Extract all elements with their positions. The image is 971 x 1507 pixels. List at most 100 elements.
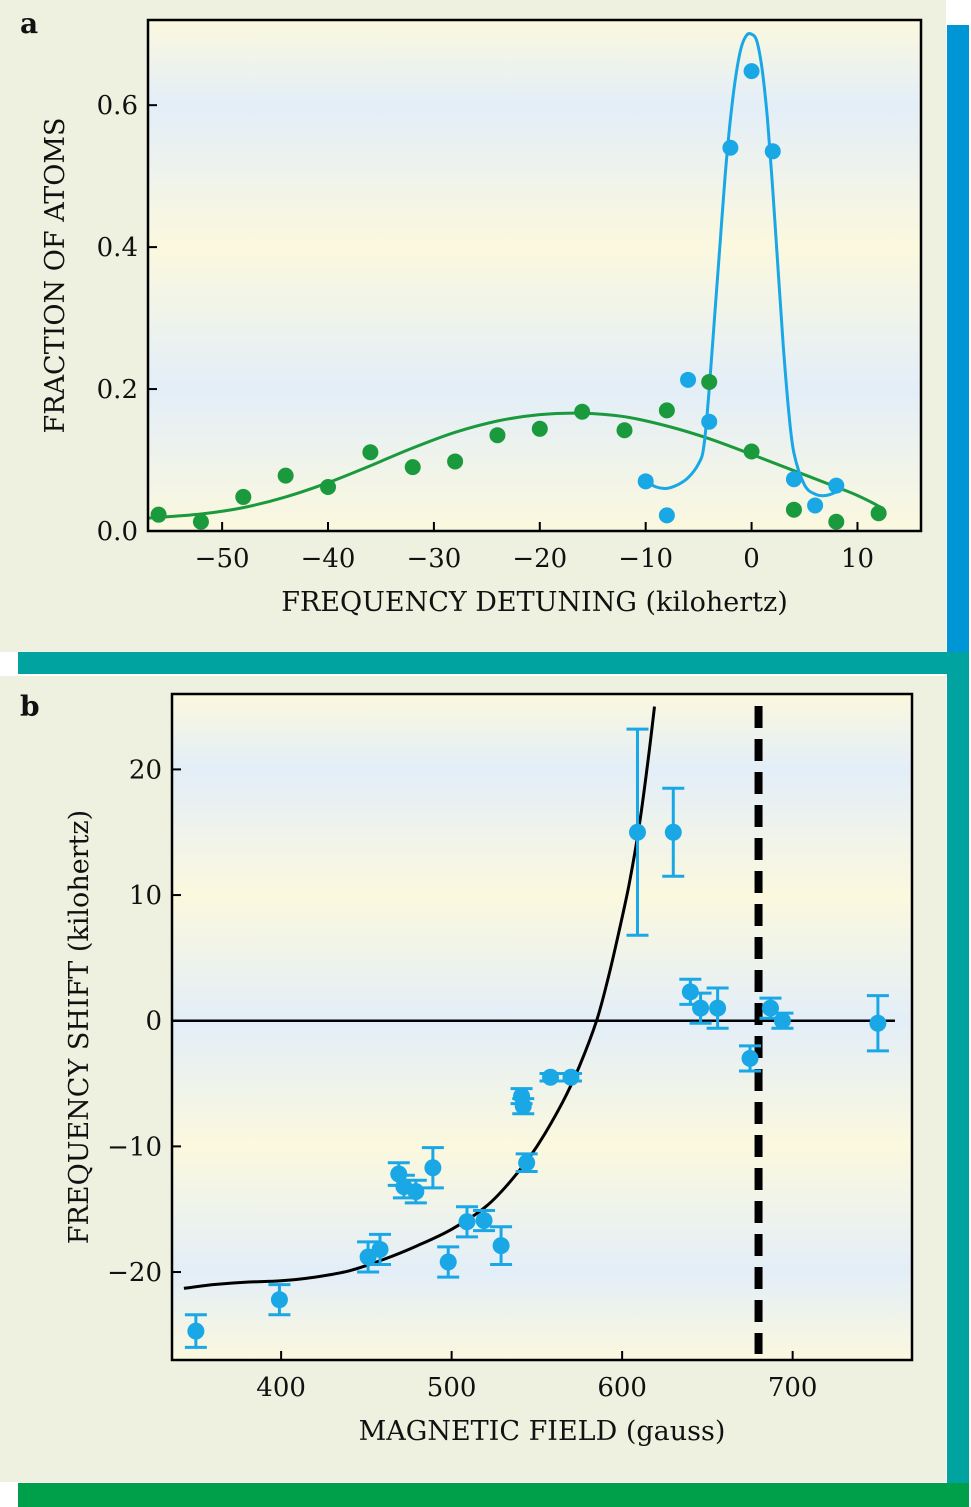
blue-data-point bbox=[741, 1049, 759, 1067]
data-point-with-error-bar bbox=[739, 1044, 762, 1073]
frame-bar-bottom bbox=[18, 1483, 969, 1507]
green-data-point bbox=[447, 453, 464, 470]
blue-data-point bbox=[807, 497, 824, 514]
data-point-with-error-bar bbox=[689, 991, 712, 1025]
blue-data-point bbox=[542, 1068, 560, 1086]
black-fit-curve bbox=[183, 706, 656, 1290]
chart-a-plot-frame bbox=[146, 18, 923, 533]
data-point-with-error-bar bbox=[421, 1146, 444, 1190]
y-tick-label: −20 bbox=[107, 1258, 162, 1288]
y-tick-label: 0.4 bbox=[97, 233, 138, 263]
chart-b-plot-frame bbox=[170, 692, 914, 1362]
chart-a-bands bbox=[148, 20, 921, 531]
blue-data-point bbox=[773, 1012, 791, 1030]
green-data-point bbox=[574, 403, 591, 420]
green-data-point bbox=[616, 422, 633, 439]
blue-data-point bbox=[514, 1097, 532, 1115]
y-tick-label: 20 bbox=[129, 755, 162, 785]
background-band bbox=[172, 895, 912, 1021]
chart-b: 400 500 600 700 −20 −10 0 10 20 MAGNETIC FIELD (… bbox=[64, 692, 914, 1447]
data-point-with-error-bar bbox=[866, 994, 889, 1053]
blue-data-point bbox=[371, 1240, 389, 1258]
blue-data-point bbox=[439, 1253, 457, 1271]
green-data-point bbox=[785, 501, 802, 518]
x-tick-label: 700 bbox=[768, 1373, 818, 1403]
blue-data-point bbox=[743, 63, 760, 80]
y-tick-label: 10 bbox=[129, 881, 162, 911]
green-data-point bbox=[192, 513, 209, 530]
blue-data-point bbox=[692, 999, 710, 1017]
chart-b-points bbox=[184, 727, 889, 1349]
chart-a: −50 −40 −30 −20 −10 0 10 0.0 0.2 0.4 0.6 FREQUENCY… bbox=[40, 18, 923, 618]
blue-data-point bbox=[475, 1212, 493, 1230]
blue-data-point bbox=[628, 823, 646, 841]
x-tick-label: −50 bbox=[195, 544, 250, 574]
blue-data-point bbox=[637, 473, 654, 490]
x-tick-label: −20 bbox=[512, 544, 567, 574]
blue-data-point bbox=[709, 999, 727, 1017]
chart-b-ticks: 400 500 600 700 −20 −10 0 10 20 bbox=[107, 755, 817, 1403]
panel-b-label: b bbox=[20, 690, 40, 723]
blue-data-point bbox=[518, 1154, 536, 1172]
green-data-point bbox=[150, 506, 167, 523]
green-data-point bbox=[870, 505, 887, 522]
data-point-with-error-bar bbox=[268, 1283, 291, 1317]
frame-bar-right-top bbox=[947, 25, 969, 670]
blue-fit-curve bbox=[644, 32, 837, 498]
y-tick-label: 0.2 bbox=[97, 375, 138, 405]
data-point-with-error-bar bbox=[771, 1011, 794, 1030]
x-tick-label: −30 bbox=[406, 544, 461, 574]
chart-a-x-axis-title: FREQUENCY DETUNING (kilohertz) bbox=[281, 587, 788, 618]
green-data-point bbox=[701, 373, 718, 390]
blue-data-point bbox=[562, 1068, 580, 1086]
data-point-with-error-bar bbox=[515, 1152, 538, 1174]
x-tick-label: 0 bbox=[743, 544, 760, 574]
data-point-with-error-bar bbox=[626, 727, 649, 937]
blue-data-point bbox=[869, 1014, 887, 1032]
data-point-with-error-bar bbox=[490, 1225, 513, 1266]
data-point-with-error-bar bbox=[539, 1068, 562, 1086]
background-band bbox=[172, 694, 912, 770]
green-data-point bbox=[743, 443, 760, 460]
data-point-with-error-bar bbox=[512, 1097, 535, 1116]
blue-data-point bbox=[187, 1322, 205, 1340]
green-data-point bbox=[362, 444, 379, 461]
background-band bbox=[172, 769, 912, 896]
green-data-point bbox=[404, 459, 421, 476]
blue-data-point bbox=[664, 823, 682, 841]
data-point-with-error-bar bbox=[369, 1232, 392, 1266]
y-tick-label: 0.0 bbox=[97, 517, 138, 547]
background-band bbox=[172, 1272, 912, 1360]
blue-data-point bbox=[828, 477, 845, 494]
blue-data-point bbox=[764, 143, 781, 160]
chart-a-ticks: −50 −40 −30 −20 −10 0 10 0.0 0.2 0.4 0.6 bbox=[97, 91, 874, 574]
x-tick-label: −40 bbox=[301, 544, 356, 574]
chart-b-fit-curve bbox=[183, 706, 656, 1290]
frame-bar-middle bbox=[18, 652, 969, 674]
green-data-point bbox=[320, 478, 337, 495]
chart-b-bands bbox=[172, 694, 912, 1360]
blue-data-point bbox=[407, 1183, 425, 1201]
green-data-point bbox=[277, 467, 294, 484]
x-tick-label: −10 bbox=[618, 544, 673, 574]
blue-data-point bbox=[270, 1291, 288, 1309]
x-tick-label: 500 bbox=[427, 1373, 477, 1403]
chart-b-y-axis-title: FREQUENCY SHIFT (kilohertz) bbox=[64, 810, 95, 1244]
x-tick-label: 10 bbox=[841, 544, 874, 574]
green-data-point bbox=[235, 488, 252, 505]
background-band bbox=[172, 1146, 912, 1273]
background-band bbox=[148, 247, 921, 390]
data-point-with-error-bar bbox=[437, 1245, 460, 1279]
frame-bar-right-bottom bbox=[947, 660, 969, 1507]
chart-b-x-axis-title: MAGNETIC FIELD (gauss) bbox=[359, 1416, 726, 1447]
blue-data-point bbox=[785, 471, 802, 488]
background-band bbox=[148, 105, 921, 248]
y-tick-label: 0.6 bbox=[97, 91, 138, 121]
y-tick-label: −10 bbox=[107, 1132, 162, 1162]
blue-data-point bbox=[458, 1213, 476, 1231]
blue-data-point bbox=[722, 139, 739, 156]
data-point-with-error-bar bbox=[184, 1313, 207, 1349]
data-point-with-error-bar bbox=[404, 1178, 427, 1205]
blue-data-point bbox=[492, 1237, 510, 1255]
blue-data-point bbox=[701, 413, 718, 430]
